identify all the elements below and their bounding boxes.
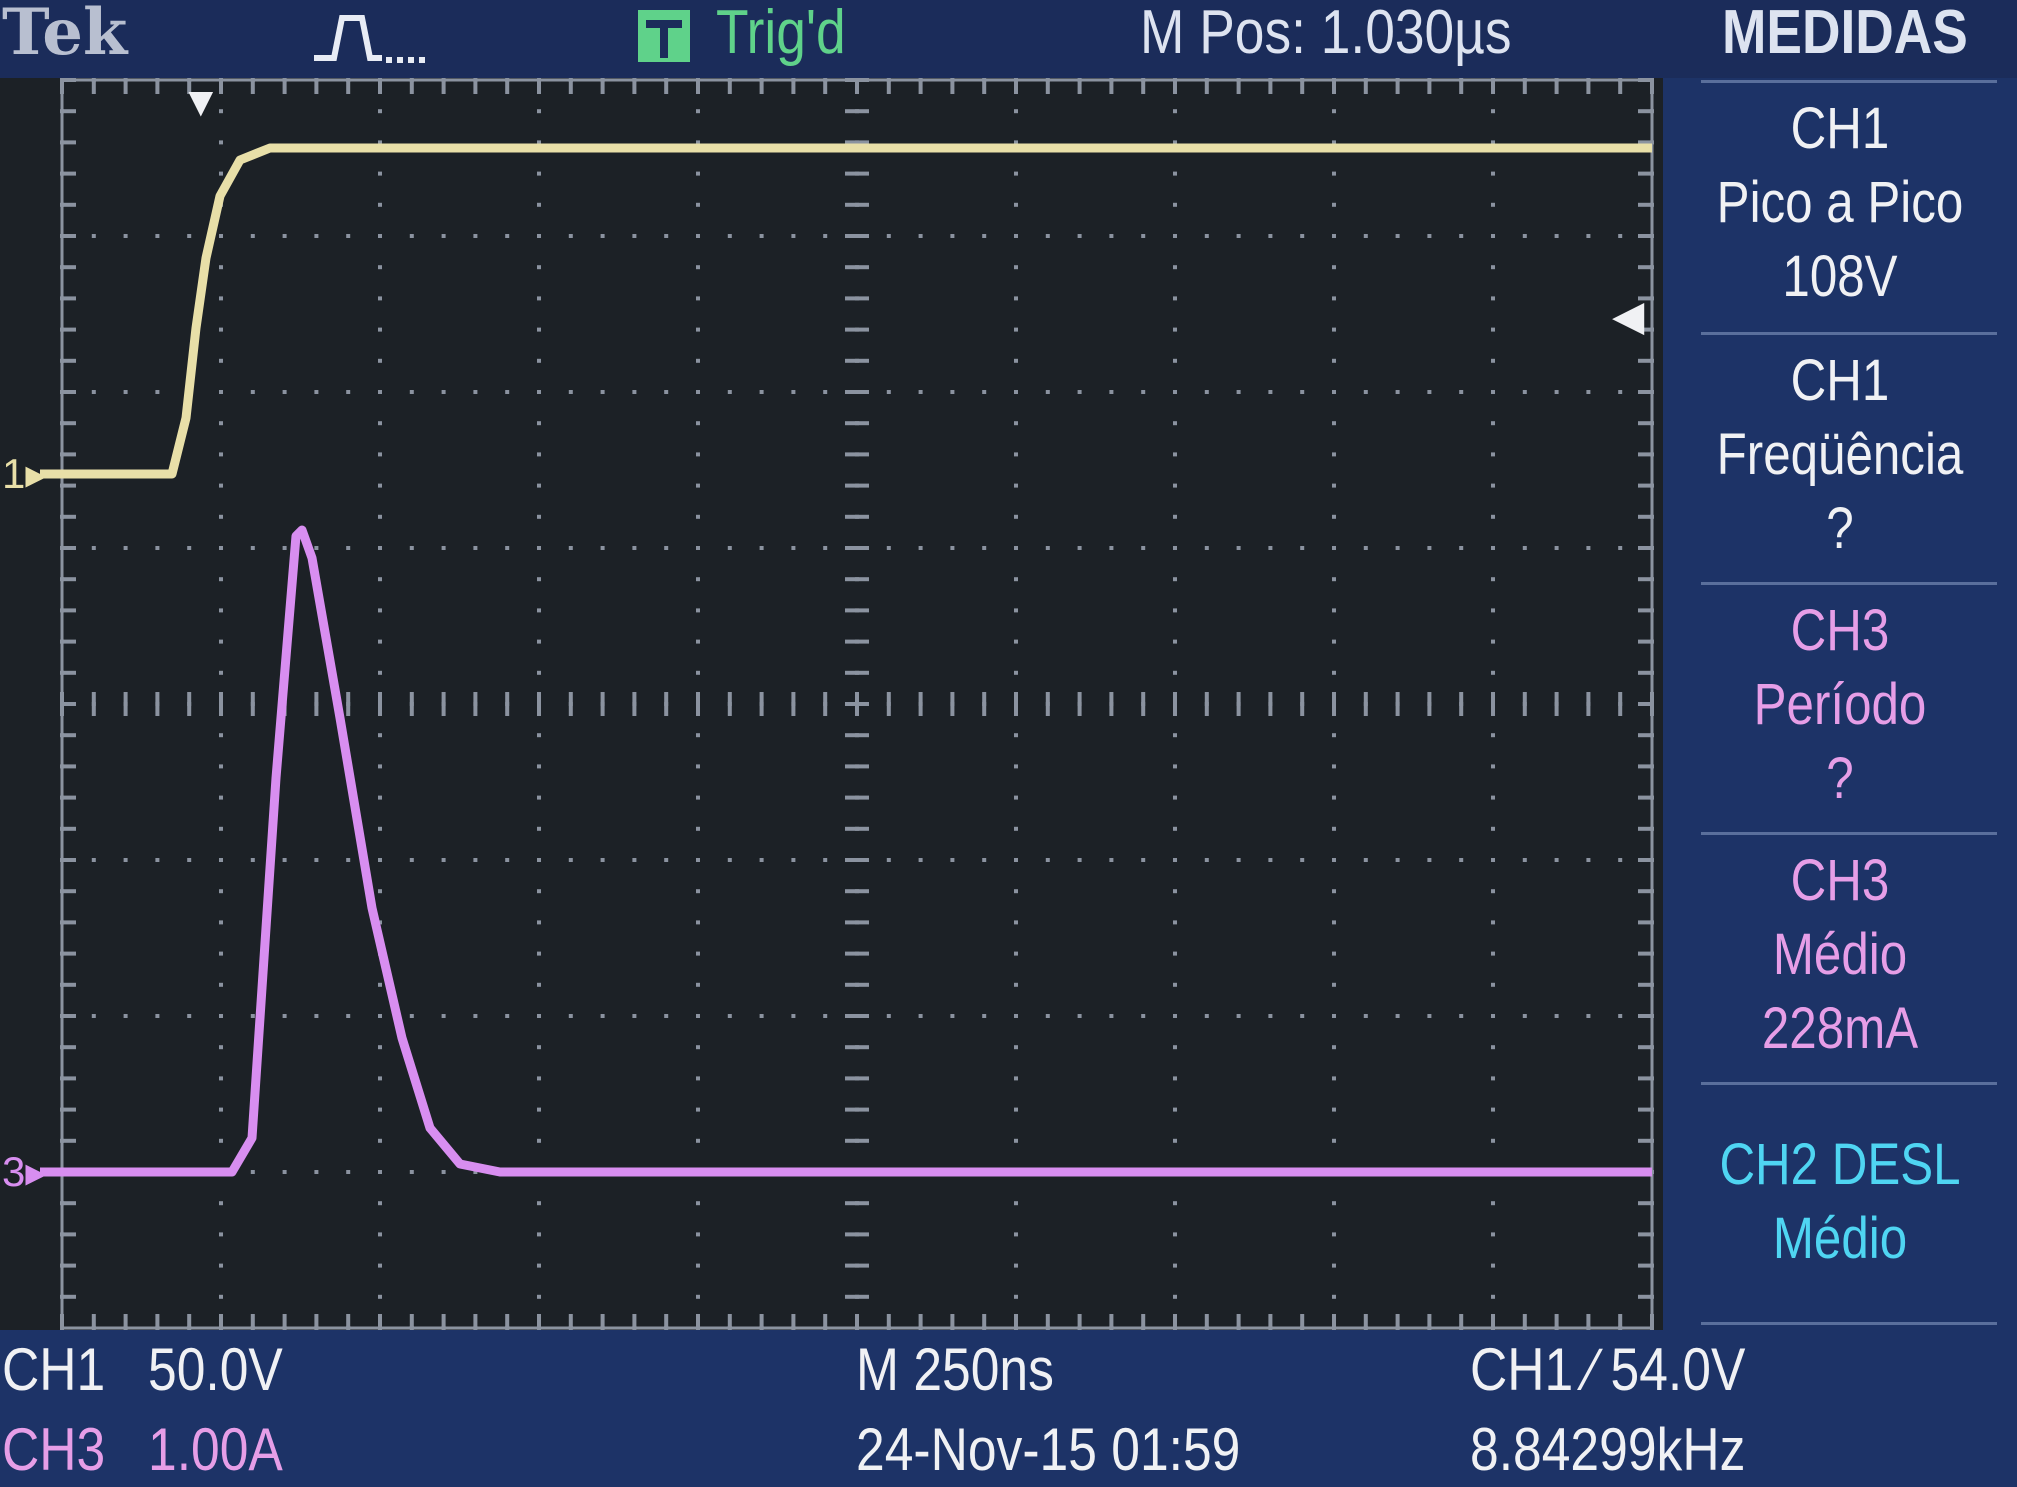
measurement-ch2-off[interactable]: CH2 DESL Médio	[1663, 1128, 2017, 1276]
ch1-trace	[40, 143, 1652, 479]
pulse-trigger-icon	[314, 15, 430, 63]
measurement-type: Freqüência	[1716, 422, 1964, 487]
trigger-setting: CH1 ∕ 54.0V	[1470, 1336, 1746, 1403]
trigger-status: Trig'd	[716, 0, 846, 67]
measurement-ch1-peak-to-peak[interactable]: CH1 Pico a Pico 108V	[1663, 92, 2017, 314]
status-bar: Tek Trig'd M Pos: 1.030µs MEDIDAS	[0, 0, 2017, 80]
menu-divider	[1701, 80, 1997, 83]
bottom-status-bar: CH1 50.0V CH3 1.00A M 250ns 24-Nov-15 01…	[0, 1330, 2017, 1487]
menu-divider	[1701, 1322, 1997, 1325]
ch1-scale: 50.0V	[148, 1336, 283, 1403]
ch1-label: CH1	[2, 1336, 106, 1403]
measurement-source: CH1	[1790, 96, 1890, 161]
menu-divider	[1701, 332, 1997, 335]
ch3-ground-marker: 3▸	[2, 1148, 47, 1195]
measurements-menu: CH1 Pico a Pico 108V CH1 Freqüência ? CH…	[1663, 78, 2017, 1330]
ch3-trace	[40, 525, 1652, 1177]
waveform-traces	[40, 143, 1652, 1177]
measurement-source: CH3	[1790, 848, 1890, 913]
menu-divider	[1701, 582, 1997, 585]
measurement-value: ?	[1826, 746, 1854, 811]
measurement-type: Médio	[1772, 922, 1908, 987]
ch1-ground-marker: 1▸	[2, 450, 47, 497]
trigger-state-icon	[638, 10, 690, 62]
trigger-level-marker: ◀	[1612, 292, 1645, 339]
timebase: M 250ns	[856, 1336, 1054, 1403]
measurement-source: CH3	[1790, 598, 1890, 663]
waveform-display: ▼ ◀ 1▸ 3▸	[0, 78, 1663, 1330]
measurement-ch1-frequency[interactable]: CH1 Freqüência ?	[1663, 344, 2017, 566]
ch3-scale: 1.00A	[148, 1416, 283, 1483]
measurement-ch3-period[interactable]: CH3 Período ?	[1663, 594, 2017, 816]
menu-title: MEDIDAS	[1722, 0, 1968, 67]
measurement-value: 108V	[1782, 244, 1898, 309]
menu-divider	[1701, 1082, 1997, 1085]
measurement-value: 228mA	[1761, 996, 1919, 1061]
measurement-source: CH1	[1790, 348, 1890, 413]
date-time: 24-Nov-15 01:59	[856, 1416, 1241, 1483]
trigger-position-marker: ▼	[180, 78, 222, 125]
measurement-ch3-mean[interactable]: CH3 Médio 228mA	[1663, 844, 2017, 1066]
horizontal-position: M Pos: 1.030µs	[1140, 0, 1512, 67]
measurement-type: Pico a Pico	[1716, 170, 1964, 235]
trigger-frequency: 8.84299kHz	[1470, 1416, 1746, 1483]
menu-divider	[1701, 832, 1997, 835]
measurement-value: ?	[1826, 496, 1854, 561]
measurement-type: Período	[1753, 672, 1927, 737]
measurement-type: Médio	[1772, 1206, 1908, 1271]
measurement-source: CH2 DESL	[1719, 1132, 1961, 1197]
ch3-label: CH3	[2, 1416, 106, 1483]
brand-logo: Tek	[2, 0, 128, 70]
